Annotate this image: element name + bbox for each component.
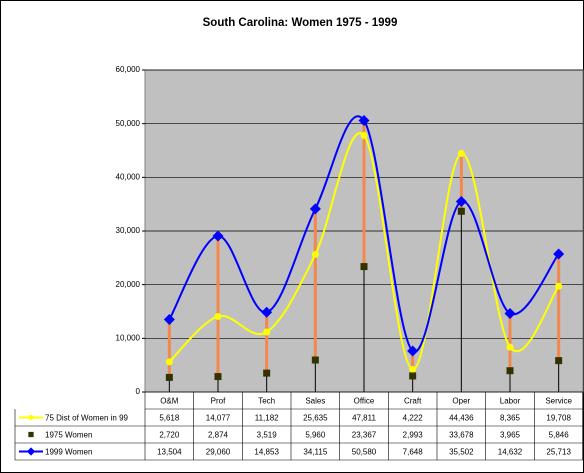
table-value: 14,077: [206, 414, 231, 423]
data-point: [455, 195, 467, 207]
table-value: 14,632: [498, 448, 523, 457]
legend-marker: [28, 431, 34, 438]
data-point: [263, 369, 271, 377]
table-value: 13,504: [157, 448, 182, 457]
data-point: [311, 250, 319, 258]
series-line: [168, 115, 560, 353]
legend-label: 1999 Women: [45, 448, 92, 457]
data-point: [358, 115, 370, 127]
table-value: 4,222: [403, 414, 424, 423]
table-value: 5,846: [549, 431, 570, 440]
legend-label: 75 Dist of Women in 99: [45, 414, 129, 423]
data-point: [506, 367, 514, 375]
table-value: 8,365: [500, 414, 521, 423]
data-point: [555, 282, 563, 290]
data-point: [263, 328, 271, 336]
table-value: 14,853: [254, 448, 279, 457]
data-point: [504, 307, 516, 319]
table-value: 50,580: [352, 448, 377, 457]
table-value: 5,960: [305, 431, 326, 440]
data-point: [407, 345, 419, 357]
data-point: [309, 203, 321, 215]
table-value: 25,713: [546, 448, 571, 457]
y-tick-label: 10,000: [116, 333, 141, 342]
table-value: 5,618: [159, 414, 180, 423]
y-tick-label: 30,000: [116, 226, 141, 235]
y-tick-label: 60,000: [116, 65, 141, 74]
data-point: [457, 207, 465, 215]
x-tick-label: Sales: [305, 397, 325, 406]
data-point: [212, 230, 224, 242]
data-point: [360, 131, 368, 139]
x-tick-label: Prof: [211, 397, 226, 406]
table-value: 2,720: [159, 431, 180, 440]
table-value: 2,993: [403, 431, 424, 440]
table-value: 34,115: [303, 448, 327, 457]
table-value: 7,648: [403, 448, 424, 457]
table-value: 29,060: [206, 448, 231, 457]
table-value: 44,436: [449, 414, 474, 423]
table-value: 47,811: [352, 414, 376, 423]
data-point: [409, 372, 417, 380]
data-point: [311, 356, 319, 364]
x-tick-label: Service: [545, 397, 572, 406]
data-point: [261, 306, 273, 318]
table-value: 3,965: [500, 431, 521, 440]
y-tick-label: 20,000: [116, 280, 141, 289]
y-tick-label: 40,000: [116, 172, 141, 181]
x-tick-label: Tech: [258, 397, 275, 406]
data-point: [165, 358, 173, 366]
table-value: 33,678: [449, 431, 474, 440]
table-value: 3,519: [257, 431, 278, 440]
chart-title: South Carolina: Women 1975 - 1999: [203, 17, 398, 29]
table-value: 19,708: [546, 414, 571, 423]
data-point: [553, 248, 565, 260]
y-tick-label: 50,000: [116, 119, 141, 128]
y-tick-label: 0: [136, 387, 141, 396]
data-point: [214, 373, 222, 381]
table-value: 2,874: [208, 431, 229, 440]
x-tick-label: O&M: [160, 397, 179, 406]
data-point: [457, 150, 465, 158]
data-point: [555, 357, 563, 365]
x-tick-label: Labor: [500, 397, 521, 406]
table-value: 35,502: [449, 448, 474, 457]
legend-marker: [26, 447, 36, 456]
data-point: [506, 343, 514, 351]
legend-marker: [28, 414, 34, 421]
series-line: [168, 132, 560, 371]
table-value: 23,367: [352, 431, 377, 440]
table-value: 25,635: [303, 414, 328, 423]
data-point: [360, 263, 368, 271]
x-tick-label: Oper: [452, 397, 470, 406]
data-point: [214, 312, 222, 320]
legend-label: 1975 Women: [45, 431, 92, 440]
data-point: [409, 365, 417, 373]
table-value: 11,182: [255, 414, 279, 423]
x-tick-label: Craft: [404, 397, 422, 406]
data-point: [163, 314, 175, 326]
data-point: [165, 373, 173, 381]
x-tick-label: Office: [354, 397, 375, 406]
